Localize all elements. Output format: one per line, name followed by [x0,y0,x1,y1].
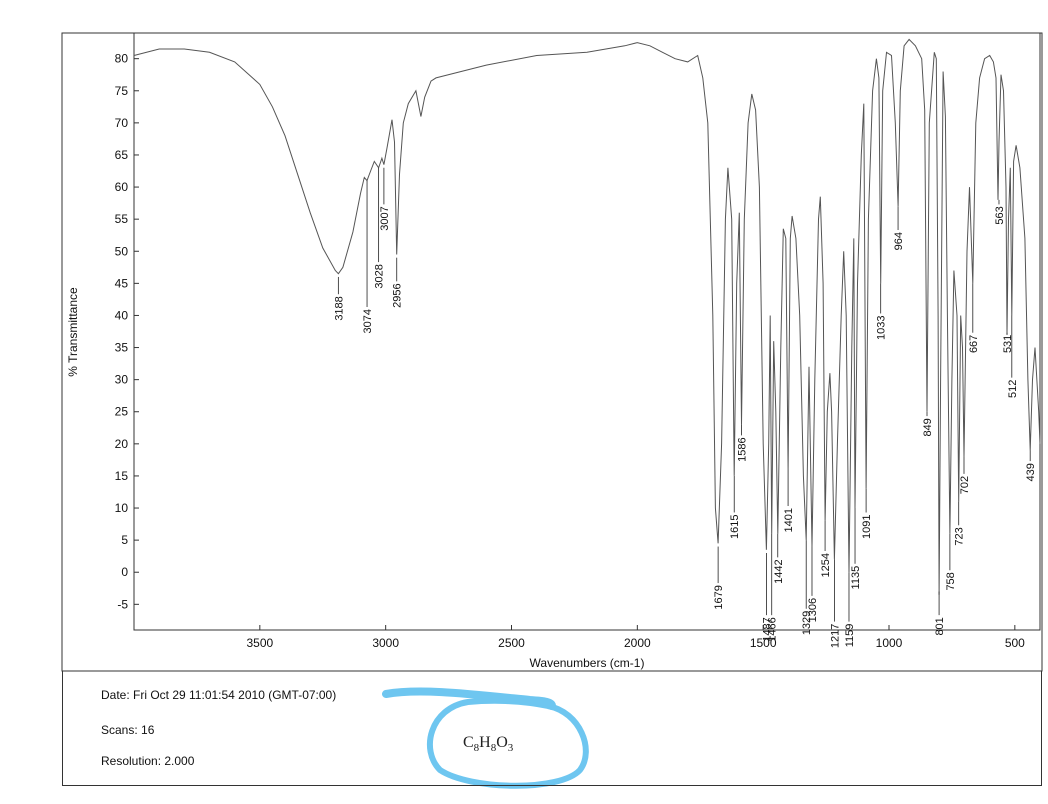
x-tick-label: 1500 [750,636,777,650]
outer-frame [61,32,1043,672]
formula-element-o: O [496,734,508,751]
y-tick-label: 75 [115,84,129,98]
peak-label: 1159 [844,624,856,648]
y-tick-label: 60 [115,180,129,194]
x-axis-ticks: 3500 3000 2500 2000 1500 1000 500 [246,625,1025,650]
y-tick-label: 10 [115,501,129,515]
peak-label: 2956 [392,283,404,307]
y-tick-label: 80 [115,52,129,66]
peak-label: 3074 [362,309,374,333]
peak-label: 1487 [761,617,773,641]
peak-label: 3188 [333,296,345,320]
peak-label: 667 [968,335,980,353]
formula-count-o: 3 [507,742,514,755]
y-tick-label: 45 [115,276,129,290]
y-tick-label: 65 [115,148,129,162]
formula-annotation: C8H8O3 [420,688,590,784]
y-tick-label: 5 [121,533,128,547]
peak-label: 1135 [850,566,862,590]
y-tick-label: 35 [115,341,129,355]
y-tick-label: 55 [115,212,129,226]
peak-label: 1329 [801,611,813,635]
x-tick-label: 2500 [498,636,525,650]
peak-label: 3028 [374,264,386,288]
peak-label: 723 [954,527,966,545]
highlighter-stroke [382,687,556,710]
y-tick-label: 0 [121,565,128,579]
peak-label: 439 [1025,463,1037,481]
y-tick-label: 15 [115,469,129,483]
acquisition-info-panel: Date: Fri Oct 29 11:01:54 2010 (GMT-07:0… [62,671,1042,786]
x-tick-label: 3500 [246,636,273,650]
peak-label: 1442 [773,559,785,583]
peak-labels: 3188 3074 3028 3007 2956 1679 1615 1586 14871466… [333,167,1037,648]
x-tick-label: 3000 [372,636,399,650]
highlighter-circle [426,697,589,789]
peak-label: 1586 [737,437,749,461]
y-tick-label: 50 [115,244,129,258]
peak-label: 512 [1007,380,1019,398]
formula-element-c: C [463,734,474,751]
peak-label: 702 [959,476,971,494]
peak-label: 531 [1002,335,1014,353]
formula-element-h: H [479,734,491,751]
y-tick-label: 30 [115,373,129,387]
scan-count: Scans: 16 [101,723,155,737]
resolution-value: Resolution: 2.000 [101,754,195,768]
x-tick-label: 500 [1005,636,1025,650]
acquisition-date: Date: Fri Oct 29 11:01:54 2010 (GMT-07:0… [101,688,337,702]
peak-label: 1091 [861,515,873,539]
peak-label: 801 [934,617,946,635]
y-tick-label: 40 [115,308,129,322]
peak-label: 1033 [876,316,888,340]
peak-label: 3007 [379,206,391,230]
molecular-formula: C8H8O3 [463,734,513,754]
peak-label: 1679 [713,585,725,609]
plot-frame [133,32,1041,631]
x-tick-label: 1000 [876,636,903,650]
y-tick-label: -5 [117,597,128,611]
spectrum-line [133,38,1041,595]
peak-label: 964 [893,232,905,250]
peak-label: 1306 [807,598,819,622]
x-axis-title: Wavenumbers (cm-1) [530,656,645,670]
y-tick-label: 25 [115,405,129,419]
peak-label: 1615 [729,515,741,539]
peak-label: 1401 [783,508,795,532]
peak-label: 1254 [820,553,832,577]
x-tick-label: 2000 [624,636,651,650]
formula-count-c: 8 [473,742,480,755]
peak-label: 758 [945,572,957,590]
y-axis-title: % Transmittance [66,287,80,377]
peak-label: 563 [994,206,1006,224]
peak-label: 1466 [767,617,779,641]
y-tick-label: 20 [115,437,129,451]
y-tick-label: 70 [115,116,129,130]
peak-label: 849 [922,418,934,436]
peak-label: 1217 [829,624,841,648]
formula-count-h: 8 [490,742,497,755]
